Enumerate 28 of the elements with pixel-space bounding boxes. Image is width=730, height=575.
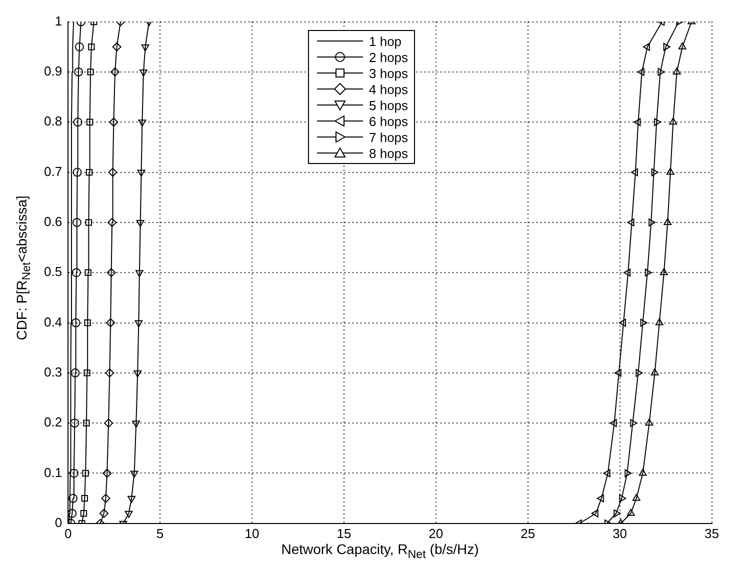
x-tick-label: 30 <box>612 526 628 541</box>
legend-label: 1 hop <box>369 34 402 48</box>
y-tick-label: 0.6 <box>44 214 62 230</box>
legend-label: 7 hops <box>369 130 408 144</box>
x-axis-title: Network Capacity, R$_{Net}$ (b/s/Hz) <box>280 541 480 561</box>
x-tick-label: 35 <box>704 526 720 541</box>
x-tick-label: 15 <box>336 526 352 541</box>
x-tick-label: 20 <box>428 526 444 541</box>
legend-label: 3 hops <box>369 66 408 80</box>
y-tick-label: 0.5 <box>44 264 62 280</box>
legend-label: 2 hops <box>369 50 408 64</box>
y-tick-label: 0.4 <box>44 314 62 330</box>
y-tick-label: 0.2 <box>44 414 62 430</box>
y-tick-label: 0.9 <box>44 64 62 79</box>
x-tick-label: 5 <box>156 526 164 541</box>
y-tick-label: 0.1 <box>44 464 62 480</box>
x-tick-label: 10 <box>244 526 260 541</box>
legend-label: 5 hops <box>369 98 408 112</box>
y-tick-label: 0.8 <box>44 114 62 129</box>
y-tick-label: 1 <box>54 13 62 28</box>
legend-label: 6 hops <box>369 114 408 128</box>
y-tick-label: 0.7 <box>44 164 62 179</box>
legend-label: 4 hops <box>369 82 408 96</box>
y-tick-label: 0.3 <box>44 364 62 380</box>
x-tick-label: 25 <box>520 526 536 541</box>
legend-label: 8 hops <box>369 146 408 160</box>
y-tick-label: 0 <box>54 514 62 530</box>
x-tick-label: 0 <box>64 526 72 541</box>
